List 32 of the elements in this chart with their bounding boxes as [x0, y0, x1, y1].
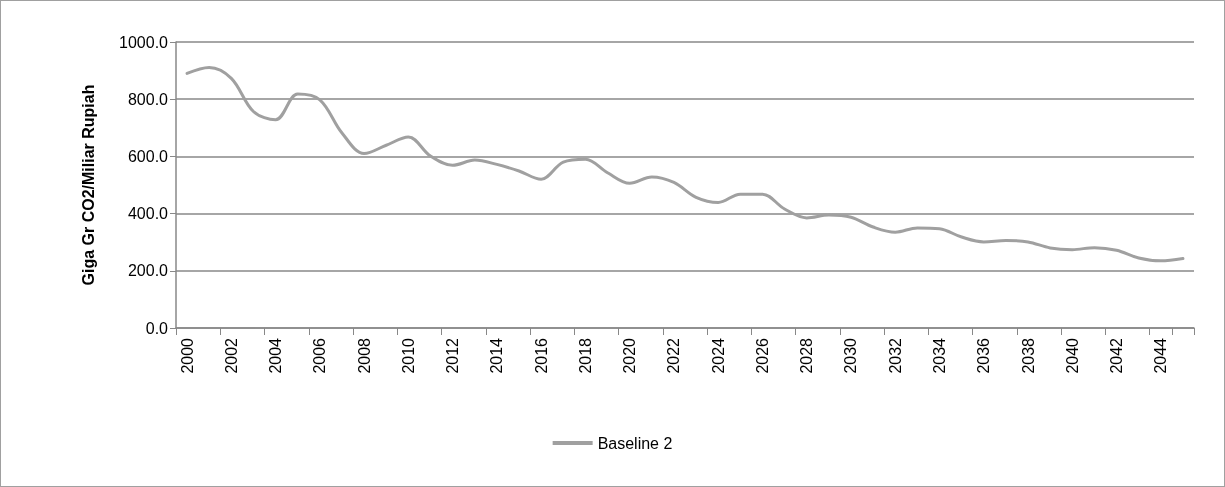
x-tick-label: 2012 [444, 337, 462, 374]
x-tick-label: 2038 [1019, 337, 1037, 374]
x-tick-label: 2042 [1108, 337, 1126, 374]
x-tick-label: 2030 [842, 337, 860, 374]
x-tick-label: 2014 [488, 337, 506, 374]
x-tick-label: 2022 [665, 337, 683, 374]
line-series [185, 65, 1185, 263]
x-tick-label: 2026 [753, 337, 771, 374]
y-tick-label: 600.0 [127, 147, 169, 165]
x-tick-label: 2000 [178, 337, 196, 374]
y-tick-label: 800.0 [127, 90, 169, 108]
x-tick-label: 2018 [576, 337, 594, 374]
x-tick-label: 2036 [975, 337, 993, 374]
y-tick-label: 1000.0 [119, 33, 169, 51]
x-tick-label: 2024 [709, 337, 727, 374]
x-tick-label: 2004 [267, 337, 285, 374]
y-tick-label: 0.0 [145, 319, 169, 337]
x-tick-label: 2020 [621, 337, 639, 374]
x-tick-label: 2016 [532, 337, 550, 374]
x-tick-label: 2002 [222, 337, 240, 374]
x-tick-label: 2040 [1063, 337, 1081, 374]
x-tick-label: 2034 [931, 337, 948, 374]
y-axis-title: Giga Gr CO2/Miliar Rupiah [79, 84, 97, 286]
x-tick-label: 2010 [399, 337, 417, 374]
x-tick-label: 2008 [355, 337, 373, 374]
x-tick-label: 2006 [311, 337, 329, 374]
x-tick-label: 2032 [886, 337, 904, 374]
legend-label: Baseline 2 [597, 434, 673, 452]
y-tick-label: 200.0 [127, 262, 169, 280]
y-tick-label: 400.0 [127, 205, 169, 223]
x-tick-label: 2028 [798, 337, 816, 374]
x-tick-label: 2044 [1152, 337, 1170, 374]
